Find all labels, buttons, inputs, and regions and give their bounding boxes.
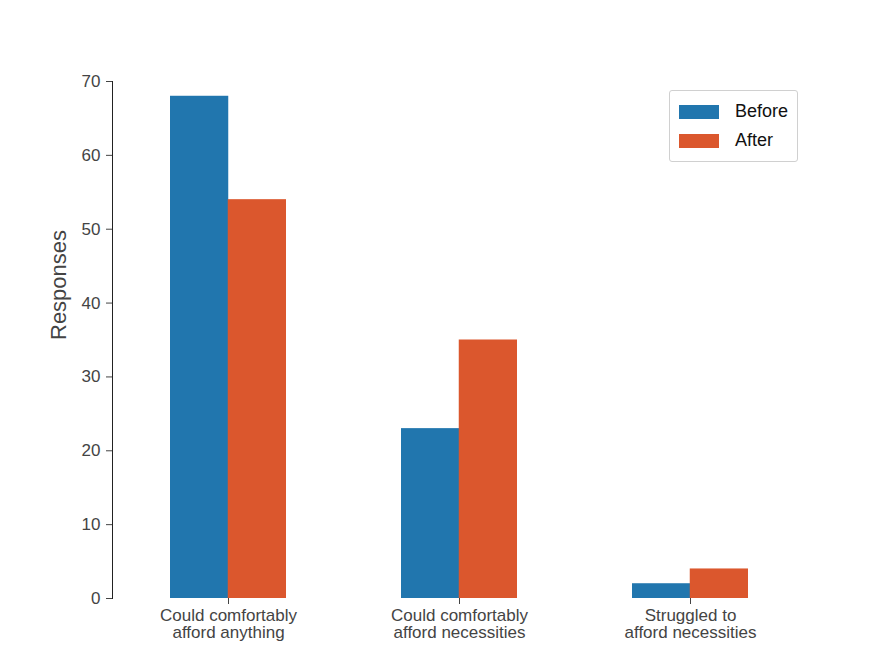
html-text:After: After [735, 130, 773, 150]
svg-text:Responses: Responses [46, 230, 71, 340]
svg-text:0: 0 [91, 589, 100, 608]
svg-text:30: 30 [82, 367, 101, 386]
svg-text:Could comfortablyafford necess: Could comfortablyafford necessities [391, 606, 529, 642]
svg-text:70: 70 [82, 72, 101, 91]
svg-text:Struggled toafford necessities: Struggled toafford necessities [625, 606, 757, 642]
svg-text:Could comfortablyafford anythi: Could comfortablyafford anything [160, 606, 298, 642]
svg-text:40: 40 [82, 294, 101, 313]
html-text:Before: Before [735, 101, 788, 121]
svg-text:60: 60 [82, 146, 101, 165]
svg-text:10: 10 [82, 515, 101, 534]
svg-text:50: 50 [82, 220, 101, 239]
svg-text:20: 20 [82, 441, 101, 460]
